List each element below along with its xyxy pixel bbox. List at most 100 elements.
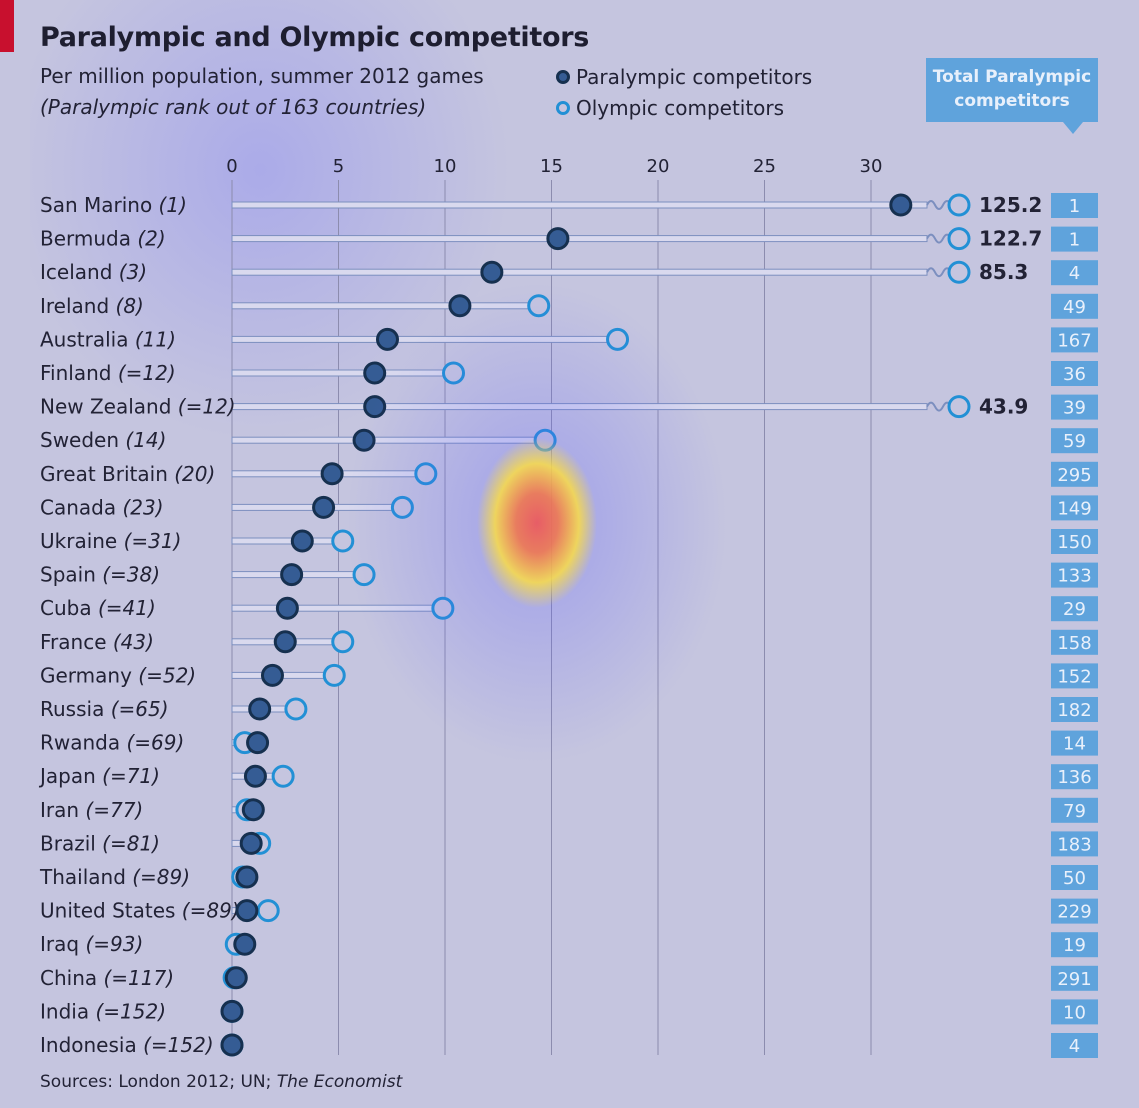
paralympic-rank: (=117) — [104, 966, 175, 990]
total-value: 291 — [1057, 969, 1091, 990]
paralympic-rank: (=152) — [143, 1033, 214, 1057]
paralympic-point — [312, 495, 336, 519]
paralympic-rank: (3) — [119, 260, 147, 284]
country-name: France — [40, 630, 113, 654]
total-value: 229 — [1057, 902, 1091, 923]
olympic-value-label: 125.2 — [979, 193, 1042, 217]
row-label: Cuba (=41) — [40, 596, 156, 620]
total-box — [1051, 327, 1098, 353]
olympic-point — [284, 697, 308, 721]
paralympic-point — [235, 899, 259, 923]
paralympic-point — [352, 428, 376, 452]
olympic-point — [331, 630, 355, 654]
connector-bar — [231, 302, 540, 310]
x-tick-label: 25 — [753, 156, 776, 177]
total-value: 10 — [1063, 1002, 1086, 1023]
paralympic-rank: (1) — [159, 193, 187, 217]
total-value: 133 — [1057, 566, 1091, 587]
country-name: Iran — [40, 798, 85, 822]
total-value: 49 — [1063, 297, 1086, 318]
olympic-point — [431, 596, 455, 620]
total-value: 39 — [1063, 398, 1086, 419]
paralympic-point — [248, 697, 272, 721]
paralympic-rank: (=41) — [98, 596, 156, 620]
x-tick-label: 30 — [860, 156, 883, 177]
row-label: Russia (=65) — [40, 697, 169, 721]
x-tick-label: 10 — [434, 156, 457, 177]
x-tick-label: 15 — [540, 156, 563, 177]
paralympic-point — [363, 395, 387, 419]
total-value: 79 — [1063, 801, 1086, 822]
total-value: 1 — [1069, 196, 1080, 217]
total-value: 183 — [1057, 834, 1091, 855]
chart-source: Sources: London 2012; UN; The Economist — [40, 1072, 402, 1092]
paralympic-point — [448, 294, 472, 318]
row-label: Iraq (=93) — [40, 932, 143, 956]
row-label: Great Britain (20) — [40, 462, 215, 486]
olympic-value-label: 85.3 — [979, 260, 1028, 284]
olympic-point — [947, 193, 971, 217]
olympic-point — [606, 327, 630, 351]
row-label: Germany (=52) — [40, 663, 196, 687]
paralympic-point — [375, 327, 399, 351]
total-box — [1051, 361, 1098, 386]
olympic-point — [352, 563, 376, 587]
row-label: Iceland (3) — [40, 260, 147, 284]
row-label: Ireland (8) — [40, 294, 144, 318]
row-label: France (43) — [40, 630, 154, 654]
row-label: India (=152) — [40, 999, 166, 1023]
country-name: Bermuda — [40, 227, 137, 251]
total-value: 19 — [1063, 935, 1086, 956]
paralympic-point — [241, 798, 265, 822]
x-tick-label: 0 — [226, 156, 237, 177]
row-label: Australia (11) — [40, 327, 176, 351]
total-paralympic-header: Total Paralympic competitors — [926, 58, 1098, 122]
paralympic-rank: (=77) — [85, 798, 143, 822]
row-label: Japan (=71) — [38, 764, 160, 788]
paralympic-rank: (43) — [113, 630, 154, 654]
country-name: Brazil — [40, 831, 102, 855]
total-box — [1051, 495, 1098, 521]
connector-bar — [231, 201, 928, 209]
olympic-point — [322, 663, 346, 687]
paralympic-point — [320, 462, 344, 486]
chart-subtitle: Per million population, summer 2012 game… — [40, 64, 484, 88]
total-box — [1051, 831, 1098, 857]
paralympic-rank: (=71) — [102, 764, 160, 788]
row-label: New Zealand (=12) — [40, 395, 236, 419]
total-box — [1051, 193, 1098, 218]
olympic-point — [947, 260, 971, 284]
legend-paralympic-label: Paralympic competitors — [576, 65, 813, 89]
row-label: Ukraine (=31) — [40, 529, 181, 553]
paralympic-rank: (=65) — [111, 697, 169, 721]
paralympic-point — [363, 361, 387, 385]
total-box — [1051, 596, 1098, 622]
connector-bar — [231, 436, 546, 444]
total-value: 4 — [1069, 1036, 1080, 1057]
x-tick-label: 5 — [333, 156, 344, 177]
row-label: Canada (23) — [40, 495, 164, 519]
total-value: 1 — [1069, 230, 1080, 251]
total-box — [1051, 562, 1098, 588]
paralympic-point — [246, 731, 270, 755]
olympic-point — [442, 361, 466, 385]
paralympic-rank: (=38) — [102, 563, 160, 587]
olympic-point — [331, 529, 355, 553]
paralympic-rank: (11) — [135, 327, 176, 351]
row-label: China (=117) — [40, 966, 174, 990]
total-value: 29 — [1063, 599, 1086, 620]
row-label: Indonesia (=152) — [40, 1033, 214, 1057]
paralympic-point — [235, 865, 259, 889]
paralympic-point — [290, 529, 314, 553]
connector-bar — [231, 604, 444, 612]
legend-olympic: Olympic competitors — [556, 96, 784, 120]
olympic-point — [256, 899, 280, 923]
olympic-marker-icon — [556, 101, 570, 115]
row-label: Finland (=12) — [40, 361, 176, 385]
paralympic-point — [220, 1033, 244, 1057]
legend-paralympic: Paralympic competitors — [556, 65, 812, 89]
country-name: Russia — [40, 697, 111, 721]
total-box — [1051, 898, 1098, 924]
total-header-line1: Total Paralympic — [932, 67, 1092, 87]
axis-break-icon — [926, 267, 952, 278]
